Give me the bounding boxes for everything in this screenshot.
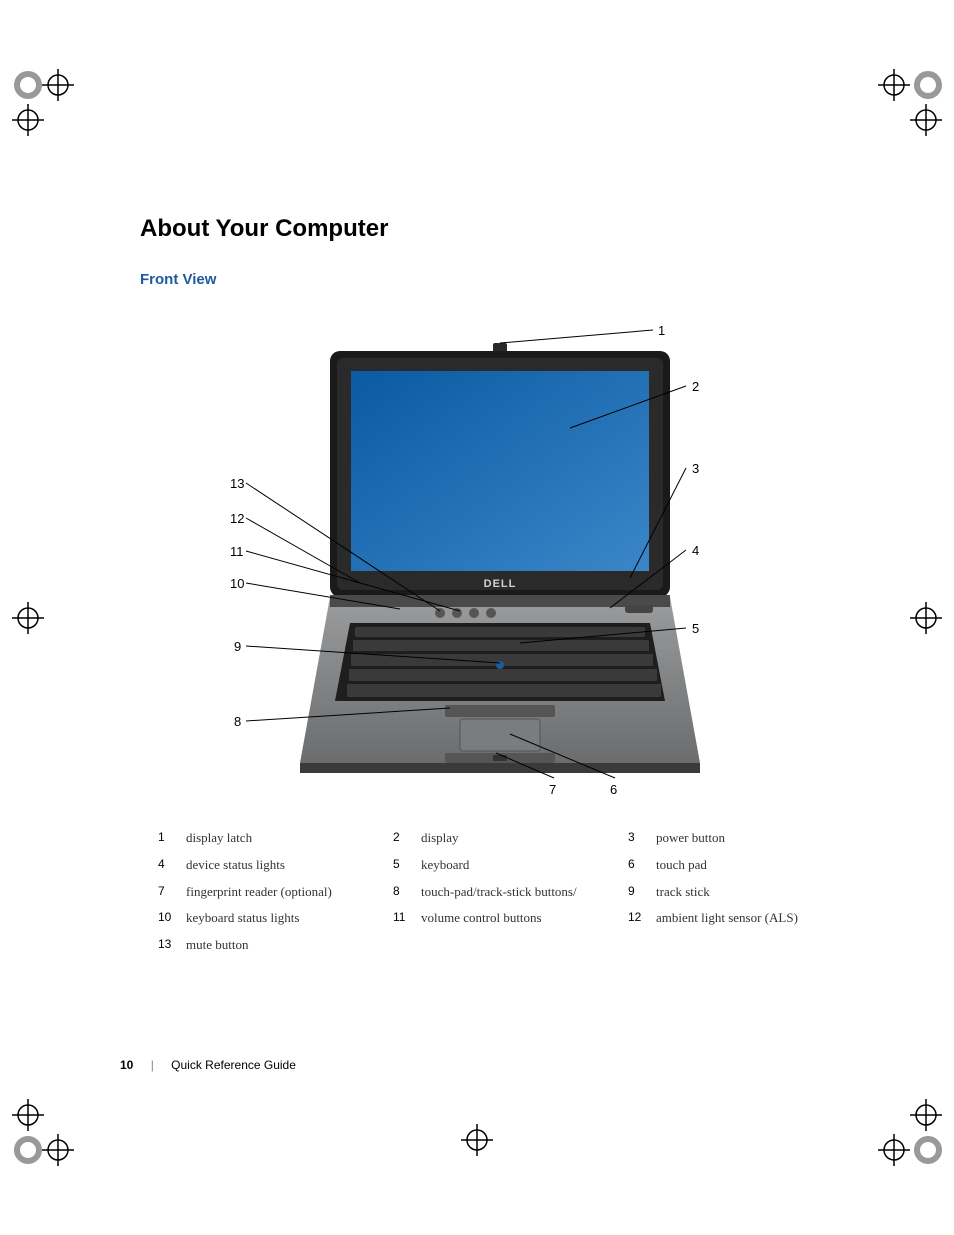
legend-cell: 6touch pad xyxy=(628,855,863,876)
legend-row: 4device status lights5keyboard6touch pad xyxy=(158,855,868,876)
legend-number: 11 xyxy=(393,908,421,927)
callout-number: 13 xyxy=(230,476,244,491)
legend-number: 6 xyxy=(628,855,656,874)
legend-cell: 3power button xyxy=(628,828,863,849)
laptop-illustration: DELL xyxy=(295,343,705,773)
callout-number: 1 xyxy=(658,323,665,338)
legend-text: touch pad xyxy=(656,855,707,876)
legend-text: keyboard status lights xyxy=(186,908,299,929)
callout-number: 3 xyxy=(692,461,699,476)
legend-number: 13 xyxy=(158,935,186,954)
legend-cell: 7fingerprint reader (optional) xyxy=(158,882,393,903)
legend-cell: 10keyboard status lights xyxy=(158,908,393,929)
legend-text: display latch xyxy=(186,828,252,849)
subsection-title: Front View xyxy=(140,271,880,288)
brand-label: DELL xyxy=(484,578,517,590)
legend-text: fingerprint reader (optional) xyxy=(186,882,332,903)
callout-number: 4 xyxy=(692,543,699,558)
footer-text: Quick Reference Guide xyxy=(171,1058,296,1072)
legend-text: volume control buttons xyxy=(421,908,542,929)
legend-cell: 9track stick xyxy=(628,882,863,903)
callout-number: 2 xyxy=(692,379,699,394)
callout-number: 9 xyxy=(234,639,241,654)
legend-text: keyboard xyxy=(421,855,469,876)
legend-cell: 13mute button xyxy=(158,935,393,956)
legend-text: display xyxy=(421,828,459,849)
legend-row: 7fingerprint reader (optional)8touch-pad… xyxy=(158,882,868,903)
registration-mark-icon xyxy=(906,598,946,638)
legend-text: mute button xyxy=(186,935,248,956)
registration-mark-icon xyxy=(457,1120,497,1160)
legend-row: 13mute button xyxy=(158,935,868,956)
legend-cell: 8touch-pad/track-stick buttons/ xyxy=(393,882,628,903)
legend-number: 12 xyxy=(628,908,656,927)
callout-number: 10 xyxy=(230,576,244,591)
legend-text: ambient light sensor (ALS) xyxy=(656,908,798,929)
callout-number: 8 xyxy=(234,714,241,729)
page-number: 10 xyxy=(120,1058,133,1072)
callout-number: 12 xyxy=(230,511,244,526)
registration-mark-icon xyxy=(856,65,946,155)
callout-number: 5 xyxy=(692,621,699,636)
registration-mark-icon xyxy=(8,1080,98,1170)
legend-text: track stick xyxy=(656,882,710,903)
diagram-area: DELL xyxy=(140,318,860,798)
legend-number: 7 xyxy=(158,882,186,901)
legend-text: power button xyxy=(656,828,725,849)
legend-row: 1display latch2display3power button xyxy=(158,828,868,849)
legend-cell: 1display latch xyxy=(158,828,393,849)
legend-number: 5 xyxy=(393,855,421,874)
callout-number: 11 xyxy=(230,544,244,559)
callout-number: 6 xyxy=(610,782,617,797)
registration-mark-icon xyxy=(856,1080,946,1170)
legend-number: 2 xyxy=(393,828,421,847)
legend-cell: 11volume control buttons xyxy=(393,908,628,929)
legend-number: 4 xyxy=(158,855,186,874)
legend-number: 8 xyxy=(393,882,421,901)
legend-text: device status lights xyxy=(186,855,285,876)
legend-cell: 2display xyxy=(393,828,628,849)
footer-separator: | xyxy=(151,1058,154,1072)
registration-mark-icon xyxy=(8,65,98,155)
page-footer: 10 | Quick Reference Guide xyxy=(120,1058,296,1072)
legend-cell: 4device status lights xyxy=(158,855,393,876)
legend-table: 1display latch2display3power button4devi… xyxy=(158,828,868,956)
legend-text: touch-pad/track-stick buttons/ xyxy=(421,882,577,903)
legend-number: 10 xyxy=(158,908,186,927)
legend-number: 3 xyxy=(628,828,656,847)
legend-number: 1 xyxy=(158,828,186,847)
legend-row: 10keyboard status lights11volume control… xyxy=(158,908,868,929)
legend-cell: 5keyboard xyxy=(393,855,628,876)
legend-cell: 12ambient light sensor (ALS) xyxy=(628,908,863,929)
registration-mark-icon xyxy=(8,598,48,638)
callout-number: 7 xyxy=(549,782,556,797)
legend-number: 9 xyxy=(628,882,656,901)
section-title: About Your Computer xyxy=(140,215,880,243)
